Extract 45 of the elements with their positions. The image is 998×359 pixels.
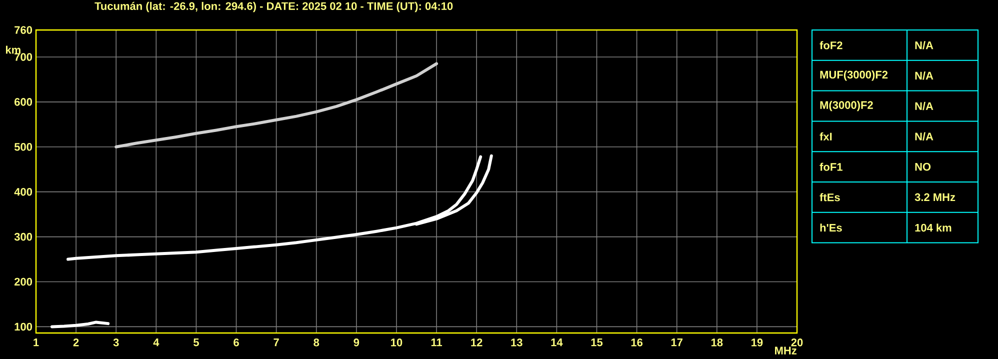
- text: N/A: [915, 72, 934, 80]
- chart-title: Tucumán (lat: -26.9, lon: 294.6) - DATE: 2025 02 10 - TIME (UT): 04:10: [94, 2, 453, 12]
- x-tick-label: 6: [234, 338, 239, 346]
- text: NO: [915, 162, 931, 171]
- x-tick-label: 19: [752, 338, 763, 346]
- text: h'Es: [820, 224, 842, 232]
- x-tick-label: 9: [354, 338, 360, 346]
- y-tick-label: 600: [14, 98, 32, 106]
- text: N/A: [915, 132, 934, 140]
- x-tick-label: 8: [314, 338, 320, 346]
- y-tick-label: 300: [14, 232, 32, 241]
- y-tick-label: 200: [14, 278, 32, 286]
- text: 104 km: [915, 224, 952, 232]
- x-tick-label: 1: [34, 338, 39, 346]
- x-axis-title: MHz: [775, 346, 796, 354]
- x-tick-label: 12: [471, 338, 482, 346]
- x-tick-label: 20: [791, 338, 803, 346]
- text: MUF(3000)F2: [820, 70, 888, 81]
- x-tick-label: 5: [194, 338, 199, 346]
- x-tick-label: 15: [591, 338, 603, 346]
- x-tick-label: 4: [153, 338, 160, 346]
- text: N/A: [915, 41, 934, 50]
- text: foF2: [820, 41, 842, 50]
- y-tick-label: 700: [14, 53, 32, 61]
- text: fxI: [820, 132, 832, 140]
- x-tick-label: 3: [113, 338, 119, 346]
- text: foF1: [820, 162, 842, 171]
- y-tick-label: 400: [14, 188, 32, 196]
- text: ftEs: [820, 193, 840, 202]
- text: 3.2 MHz: [914, 193, 956, 202]
- x-tick-label: 11: [431, 338, 442, 346]
- y-tick-label: 760: [14, 26, 32, 34]
- x-tick-label: 18: [711, 338, 723, 346]
- y-tick-label: 500: [14, 143, 32, 151]
- text: M(3000)F2: [820, 100, 873, 112]
- x-tick-label: 16: [631, 338, 643, 346]
- x-tick-label: 10: [391, 338, 402, 346]
- text: N/A: [915, 102, 934, 110]
- x-tick-label: 7: [274, 338, 279, 346]
- y-tick-label: 100: [14, 322, 32, 331]
- x-tick-label: 17: [671, 338, 682, 346]
- x-tick-label: 14: [551, 338, 563, 346]
- x-tick-label: 13: [511, 338, 522, 346]
- y-axis-title: km: [6, 46, 20, 54]
- x-tick-label: 2: [73, 338, 79, 346]
